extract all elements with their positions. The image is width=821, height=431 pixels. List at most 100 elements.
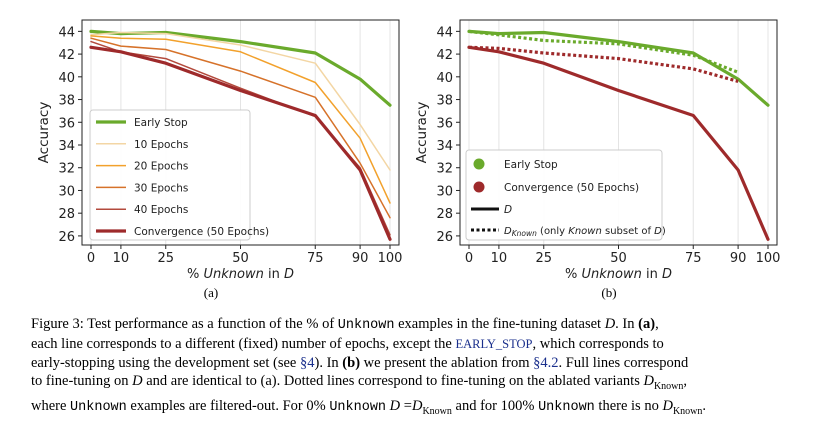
legend-label: Convergence (50 Epochs) [504, 182, 639, 194]
caption-line-5: where Unknown examples are filtered-out.… [31, 397, 796, 421]
series-line-early-stop-d-known- [468, 29, 739, 74]
caption-segment: . [702, 397, 707, 414]
caption-segment: Unknown [70, 399, 127, 415]
x-tick-label: 0 [87, 251, 95, 266]
y-tick-label: 26 [436, 230, 453, 245]
caption-segment: D [643, 373, 654, 390]
caption-segment: Known [672, 405, 703, 417]
caption-segment: , which corresponds to [532, 336, 664, 353]
caption-segment: % [306, 316, 319, 332]
x-tick-label: 90 [352, 251, 369, 266]
caption-segment: Known [653, 381, 684, 393]
chart-panel-a: 0 10 25 50 75 90 100 26 28 30 32 34 36 38 40 42 44 Accura… [36, 19, 403, 282]
x-axis-label-part: Unknown [582, 267, 642, 282]
caption-segment: 100% [500, 397, 535, 414]
caption-segment: D [604, 316, 616, 332]
caption-segment: we present the ablation from [360, 354, 534, 371]
y-tick-label: 36 [436, 116, 453, 131]
x-axis-label-part: % [565, 267, 582, 282]
x-axis-label-part: Unknown [204, 267, 264, 282]
x-tick-label: 100 [378, 251, 403, 266]
legend-label: Early Stop [134, 117, 188, 129]
x-tick-label: 50 [610, 251, 627, 266]
y-tick-label: 38 [58, 94, 75, 109]
caption-segment: of [318, 316, 338, 332]
caption-line-1: Figure 3: Test performance as a function… [31, 315, 796, 335]
series-line-10-epochs [90, 31, 391, 171]
caption-segment: , [655, 316, 659, 332]
x-axis-label: % Unknown in D [565, 267, 672, 282]
caption-segment: , [683, 373, 688, 390]
caption-segment: Unknown [337, 318, 395, 333]
legend-marker-convergence [473, 181, 485, 193]
y-tick-label: 36 [58, 116, 75, 131]
x-axis-label-part: in [264, 267, 284, 282]
legend-label-part: D [654, 226, 662, 237]
x-tick-label: 75 [307, 251, 324, 266]
caption-segment: = [400, 397, 412, 414]
caption-segment: Known [422, 405, 452, 417]
x-tick-label: 90 [730, 251, 747, 266]
legend-label: Convergence (50 Epochs) [134, 226, 269, 238]
caption-segment: early-stopping using the development set… [31, 354, 300, 371]
subfigure-label-a: (a) [203, 285, 219, 300]
subfigure-label-b: (b) [601, 285, 617, 300]
x-tick-label: 50 [232, 251, 249, 266]
series-line-convergence-d- [467, 45, 770, 241]
caption-segment: to fine-tuning on [31, 373, 133, 390]
legend-label-part: ) [662, 226, 666, 237]
y-tick-label: 44 [58, 25, 75, 40]
legend-label: D [504, 204, 512, 216]
caption-segment[interactable]: §4 [300, 354, 315, 371]
legend-marker-early-stop [473, 158, 485, 170]
legend-box [89, 109, 251, 241]
caption-segment: Figure 3: Test performance as a function… [31, 316, 307, 332]
legend-label: 30 Epochs [134, 182, 188, 194]
x-tick-label: 10 [113, 251, 130, 266]
caption-segment: (a) [638, 316, 656, 332]
caption-segment: . In [615, 316, 639, 332]
legend-label: 20 Epochs [134, 161, 188, 173]
caption-segment: each line corresponds to a different (fi… [31, 336, 456, 353]
y-tick-label: 28 [58, 207, 75, 222]
caption-segment: and are identical to (a). Dotted lines c… [142, 373, 644, 390]
caption-line-3: early-stopping using the development set… [31, 354, 796, 372]
y-axis-label: Accuracy [414, 102, 430, 164]
caption-segment: (b) [342, 354, 361, 371]
series-line-convergence-d-known- [468, 45, 739, 83]
caption-line-4: to fine-tuning on D and are identical to… [31, 372, 796, 396]
x-tick-label: 25 [535, 251, 552, 266]
y-tick-label: 40 [58, 71, 75, 86]
series-line-early-stop [89, 29, 392, 107]
caption-segment: Unknown [538, 399, 595, 415]
caption-segment: examples are filtered-out. For [126, 397, 307, 414]
caption-line-2: each line corresponds to a different (fi… [31, 335, 796, 353]
legend-label-dknown: DKnown (only Known subset of D) [504, 226, 666, 238]
y-tick-label: 26 [58, 230, 75, 245]
x-tick-label: 0 [465, 251, 473, 266]
legend-label: Early Stop [504, 159, 558, 171]
x-axis-label-part: D [284, 267, 294, 282]
caption-segment: D [411, 397, 423, 414]
caption-segment: EARLY_STOP [455, 337, 533, 352]
caption-segment[interactable]: §4.2 [533, 354, 559, 371]
legend-label-part: Known [568, 226, 602, 237]
y-tick-label: 32 [58, 162, 75, 177]
y-tick-label: 42 [436, 48, 453, 63]
caption-segment: Unknown [329, 399, 387, 415]
x-tick-label: 10 [491, 251, 508, 266]
y-tick-label: 34 [58, 139, 75, 154]
legend-box [465, 149, 663, 241]
caption-segment: 0% [306, 397, 326, 414]
y-tick-label: 44 [436, 25, 453, 40]
caption-segment: D [389, 397, 401, 414]
x-axis-label-part: in [642, 267, 662, 282]
legend-label-part: subset of [602, 226, 654, 237]
y-tick-label: 30 [58, 184, 75, 199]
caption-segment: and for [451, 397, 501, 414]
legend-label-part: (only [537, 226, 568, 237]
y-tick-label: 30 [436, 184, 453, 199]
caption-segment: there is no [594, 397, 663, 414]
x-axis-label-part: % [187, 267, 204, 282]
caption-segment: . Full lines correspond [558, 354, 689, 371]
